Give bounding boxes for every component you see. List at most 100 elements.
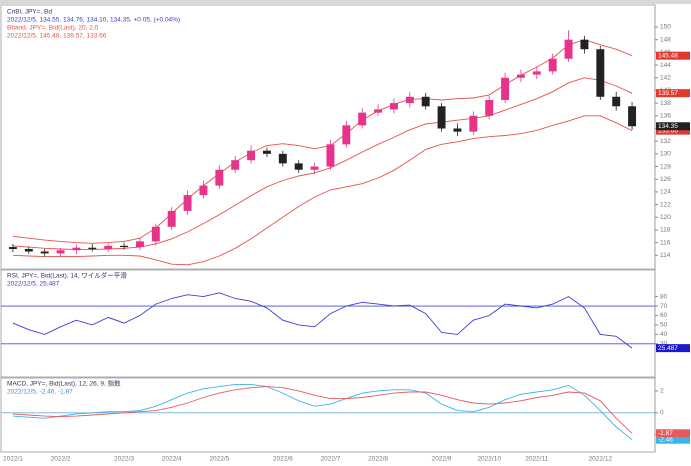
y-tick-label: 130 bbox=[660, 151, 671, 158]
candle-body bbox=[167, 210, 176, 227]
x-tick-label: 2022/2 bbox=[51, 456, 71, 463]
y-tick-label: 128 bbox=[660, 163, 671, 170]
bband-upper bbox=[12, 39, 633, 244]
x-tick-label: 2022/8 bbox=[368, 456, 388, 463]
series-line bbox=[12, 292, 633, 349]
candle-body bbox=[405, 96, 414, 104]
candle-body bbox=[628, 106, 637, 127]
candle-body bbox=[72, 247, 81, 251]
candle-body bbox=[199, 185, 208, 196]
value-tag: -1.87 bbox=[658, 430, 673, 437]
bband-lower bbox=[12, 115, 633, 266]
y-tick-label: 142 bbox=[660, 74, 671, 81]
candle-body bbox=[231, 160, 240, 170]
panel-subtitle: 2022/12/5, 134.55, 134.76, 134.10, 134.3… bbox=[7, 17, 180, 24]
x-tick-label: 2022/9 bbox=[432, 456, 452, 463]
candle-body bbox=[453, 128, 462, 132]
y-tick-label: 50 bbox=[660, 322, 668, 329]
candle-body bbox=[342, 125, 351, 145]
series-values: 2022/12/5, 145.48, 139.57, 133.66 bbox=[7, 33, 107, 40]
value-tag: -2.46 bbox=[658, 436, 673, 443]
value-tag-bg bbox=[656, 51, 690, 60]
y-tick-label: 0 bbox=[660, 410, 664, 417]
y-tick-label: 138 bbox=[660, 100, 671, 107]
bband-middle bbox=[12, 77, 633, 251]
y-tick-label: 30 bbox=[660, 341, 668, 348]
value-tag-bg bbox=[656, 126, 690, 135]
series-name: Bband, JPY=, Bid(Last), 20, 2.0 bbox=[7, 25, 99, 32]
candle-body bbox=[151, 226, 160, 242]
candle-body bbox=[374, 109, 383, 113]
panel-subtitle: 2022/12/5, 25.487 bbox=[7, 281, 60, 288]
value-tag: 133.66 bbox=[658, 127, 678, 134]
candle-body bbox=[8, 247, 17, 249]
value-tag: 145.48 bbox=[658, 52, 678, 59]
candle-body bbox=[612, 96, 621, 107]
value-tag-bg bbox=[656, 89, 690, 98]
candle-body bbox=[596, 49, 605, 97]
value-tag: 139.57 bbox=[658, 90, 678, 97]
candle-body bbox=[389, 103, 398, 110]
y-tick-label: 148 bbox=[660, 36, 671, 43]
candle-body bbox=[56, 250, 65, 254]
y-tick-label: 80 bbox=[660, 293, 668, 300]
y-tick-label: 126 bbox=[660, 176, 671, 183]
x-tick-label: 2022/10 bbox=[477, 456, 501, 463]
candle-body bbox=[358, 112, 367, 126]
y-tick-label: 60 bbox=[660, 312, 668, 319]
y-tick-label: 122 bbox=[660, 201, 671, 208]
candle-body bbox=[135, 241, 144, 248]
candle-body bbox=[215, 169, 224, 186]
x-tick-label: 2022/3 bbox=[114, 456, 134, 463]
x-tick-label: 2022/6 bbox=[273, 456, 293, 463]
value-tag-bg bbox=[656, 429, 690, 438]
panel-title: MACD, JPY=, Bid(Last), 12, 26, 9, 指数 bbox=[7, 379, 121, 388]
candle-body bbox=[88, 247, 97, 249]
candle-body bbox=[120, 245, 129, 248]
background bbox=[0, 4, 691, 466]
y-tick-label: 120 bbox=[660, 214, 671, 221]
value-tag-bg bbox=[656, 435, 690, 444]
candle-body bbox=[485, 99, 494, 116]
x-tick-label: 2022/1 bbox=[3, 456, 23, 463]
x-tick-label: 2022/11 bbox=[525, 456, 548, 463]
value-tag: 134.35 bbox=[658, 123, 678, 130]
candle-body bbox=[294, 163, 303, 170]
x-tick-label: 2022/4 bbox=[162, 456, 182, 463]
candle-body bbox=[501, 77, 510, 100]
candle-body bbox=[580, 39, 589, 50]
value-tag: 25.487 bbox=[658, 345, 678, 352]
series-line bbox=[12, 386, 633, 434]
candle-body bbox=[437, 106, 446, 129]
x-tick-label: 2022/7 bbox=[320, 456, 340, 463]
candle-body bbox=[326, 144, 335, 167]
panel-title: CnBl, JPY=, Bd bbox=[7, 9, 52, 16]
y-tick-label: 136 bbox=[660, 113, 671, 120]
x-tick-label: 2022/12 bbox=[589, 456, 613, 463]
candle-body bbox=[516, 74, 525, 78]
y-tick-label: 132 bbox=[660, 138, 671, 145]
candle-body bbox=[40, 251, 49, 254]
candle-body bbox=[24, 248, 33, 252]
y-tick-label: 124 bbox=[660, 189, 671, 196]
y-tick-label: 150 bbox=[660, 24, 671, 31]
top-bar bbox=[0, 0, 691, 4]
panel-title: RSI, JPY=, Bid(Last), 14, ワイルダー平滑 bbox=[7, 271, 127, 280]
panel-subtitle: 2022/12/5, -2.46, -1.87 bbox=[7, 389, 73, 396]
value-tag-bg bbox=[656, 122, 690, 131]
candle-body bbox=[469, 115, 478, 132]
x-tick-label: 2022/5 bbox=[209, 456, 229, 463]
y-tick-label: 144 bbox=[660, 62, 671, 69]
candle-body bbox=[262, 150, 271, 154]
series-line bbox=[12, 383, 633, 441]
candle-body bbox=[421, 96, 430, 107]
candle-body bbox=[247, 150, 256, 161]
candle-body bbox=[278, 153, 287, 164]
candle-body bbox=[183, 195, 192, 211]
y-tick-label: 2 bbox=[660, 388, 664, 395]
y-tick-label: 40 bbox=[660, 331, 668, 338]
candle-body bbox=[310, 166, 319, 170]
candle-body bbox=[564, 39, 573, 59]
y-tick-label: 116 bbox=[660, 239, 671, 246]
